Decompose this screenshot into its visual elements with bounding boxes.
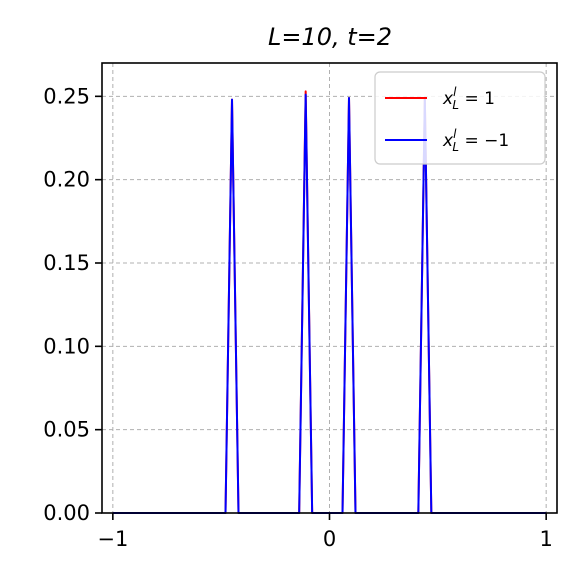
ticks: −1 0 1 0.00 0.05 0.10 0.15 0.20 0.25: [43, 84, 553, 551]
legend-label-1: xl L = 1: [442, 85, 495, 112]
chart-title: L=10, t=2: [268, 23, 392, 51]
y-tick-label: 0.25: [43, 84, 90, 108]
legend-label-2: xl L = −1: [442, 127, 509, 154]
x-tick-label: 1: [539, 527, 552, 551]
x-tick-label: −1: [97, 527, 128, 551]
y-tick-label: 0.15: [43, 251, 90, 275]
y-tick-label: 0.20: [43, 168, 90, 192]
y-tick-label: 0.10: [43, 334, 90, 358]
y-tick-label: 0.00: [43, 501, 90, 525]
legend: xl L = 1 xl L = −1: [374, 71, 546, 165]
x-tick-label: 0: [323, 527, 336, 551]
y-tick-label: 0.05: [43, 418, 90, 442]
